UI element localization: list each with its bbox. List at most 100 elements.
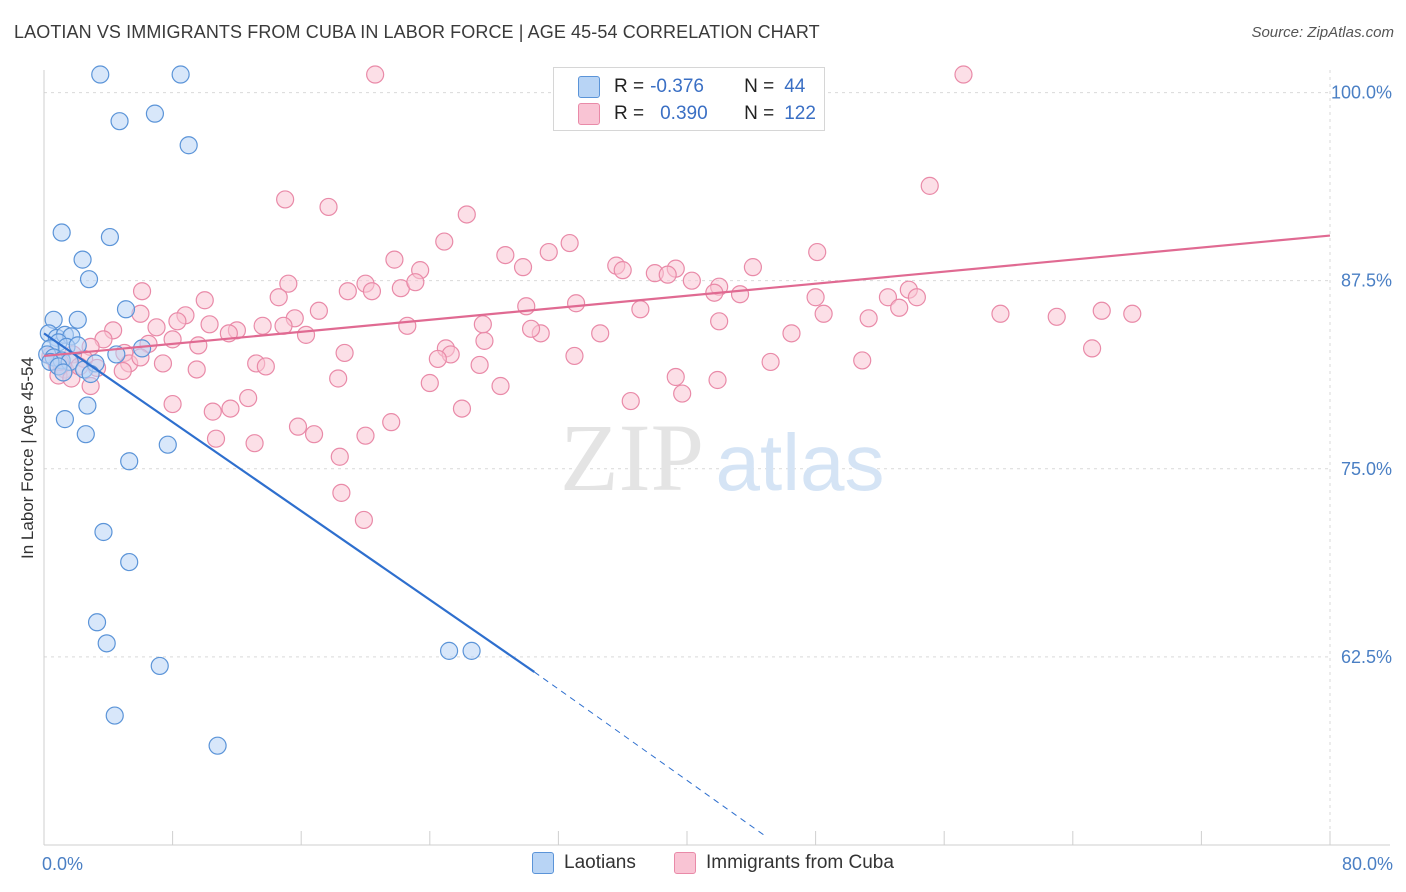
point-cuba [269, 288, 288, 307]
point-cuba [168, 312, 187, 331]
point-laotians [52, 223, 71, 242]
point-cuba [560, 233, 579, 253]
point-cuba [1082, 339, 1102, 358]
point-cuba [631, 300, 650, 319]
point-laotians [68, 336, 87, 355]
point-cuba [513, 258, 533, 277]
point-cuba [366, 65, 385, 84]
legend-row-cuba: R = 0.390 N = 122 [578, 102, 816, 126]
point-cuba [710, 312, 729, 331]
point-cuba [991, 304, 1010, 323]
point-laotians [150, 656, 169, 676]
point-cuba [253, 316, 272, 335]
point-laotians [81, 364, 100, 384]
point-cuba [221, 399, 240, 418]
y-tick-label: 100.0% [1331, 83, 1392, 103]
point-laotians [145, 104, 165, 123]
point-cuba [565, 346, 584, 366]
legend-swatch-cuba [674, 852, 696, 874]
point-cuba [354, 510, 373, 530]
legend-label-laotians: Laotians [564, 852, 636, 873]
legend-n-value: 122 [784, 103, 816, 124]
point-cuba [473, 315, 492, 334]
point-cuba [274, 316, 293, 335]
point-cuba [304, 425, 324, 444]
point-cuba [163, 394, 182, 414]
point-cuba [113, 361, 132, 381]
x-tick-label: 0.0% [42, 854, 83, 874]
point-cuba [276, 190, 295, 209]
point-cuba [1123, 304, 1142, 323]
source-label: Source: ZipAtlas.com [1251, 24, 1394, 41]
y-tick-label: 75.0% [1341, 459, 1392, 479]
point-cuba [878, 288, 898, 307]
point-cuba [288, 417, 308, 436]
point-cuba [338, 282, 357, 301]
point-cuba [206, 429, 226, 448]
legend-r-value: 0.390 [660, 103, 708, 124]
point-laotians [79, 270, 99, 289]
legend-n-value: 44 [784, 76, 806, 97]
x-tick-label: 80.0% [1342, 854, 1393, 874]
point-cuba [279, 274, 298, 293]
point-cuba [1047, 307, 1066, 326]
point-cuba [406, 273, 425, 292]
point-laotians [208, 736, 227, 755]
point-cuba [806, 288, 825, 307]
legend-swatch-laotians [578, 76, 600, 98]
legend-swatch-cuba [578, 103, 600, 125]
point-laotians [94, 522, 113, 542]
watermark-zip: ZIP [560, 404, 704, 511]
point-cuba [808, 242, 827, 262]
point-cuba [385, 250, 404, 269]
point-cuba [814, 304, 833, 323]
point-cuba [682, 271, 701, 290]
point-cuba [673, 384, 692, 403]
legend-n-label: N = [744, 76, 775, 97]
point-cuba [319, 197, 338, 217]
point-cuba [335, 343, 354, 363]
point-laotians [100, 227, 120, 247]
chart-title: LAOTIAN VS IMMIGRANTS FROM CUBA IN LABOR… [14, 22, 820, 42]
point-laotians [439, 641, 459, 660]
series-cuba-points [41, 65, 1142, 530]
legend-item-laotians[interactable]: Laotians [532, 852, 636, 874]
point-laotians [179, 136, 198, 155]
point-cuba [189, 336, 208, 355]
point-cuba [420, 373, 439, 393]
point-cuba [239, 388, 258, 408]
point-cuba [954, 65, 973, 84]
point-cuba [398, 316, 417, 335]
gridlines [44, 70, 1331, 845]
legend-item-cuba[interactable]: Immigrants from Cuba [674, 852, 894, 874]
point-laotians [105, 706, 124, 725]
point-cuba [496, 245, 515, 265]
trend-line-cuba [43, 234, 1331, 358]
point-cuba [428, 349, 447, 369]
point-cuba [187, 360, 206, 379]
point-cuba [730, 285, 750, 304]
point-cuba [203, 402, 222, 421]
trend-lines [43, 234, 1331, 838]
point-cuba [296, 325, 316, 344]
point-cuba [200, 315, 219, 334]
point-laotians [97, 634, 116, 653]
point-cuba [153, 354, 173, 373]
correlation-legend: R = -0.376 N = 44 R = 0.390 N = 122 [553, 67, 825, 131]
axes [43, 70, 1390, 846]
point-cuba [329, 369, 348, 388]
point-laotians [78, 396, 97, 415]
point-laotians [158, 435, 177, 454]
point-cuba [132, 282, 152, 301]
tick-labels: 62.5% 75.0% 87.5% 100.0% 0.0% 80.0% [42, 83, 1393, 874]
point-cuba [332, 483, 351, 502]
point-cuba [245, 434, 264, 453]
point-cuba [566, 294, 586, 313]
legend-label-cuba: Immigrants from Cuba [706, 852, 894, 873]
point-cuba [782, 324, 801, 343]
legend-row-laotians: R = -0.376 N = 44 [578, 75, 805, 99]
y-tick-label: 87.5% [1341, 271, 1392, 291]
series-legend: Laotians Immigrants from Cuba [0, 852, 1406, 878]
point-cuba [591, 324, 610, 343]
